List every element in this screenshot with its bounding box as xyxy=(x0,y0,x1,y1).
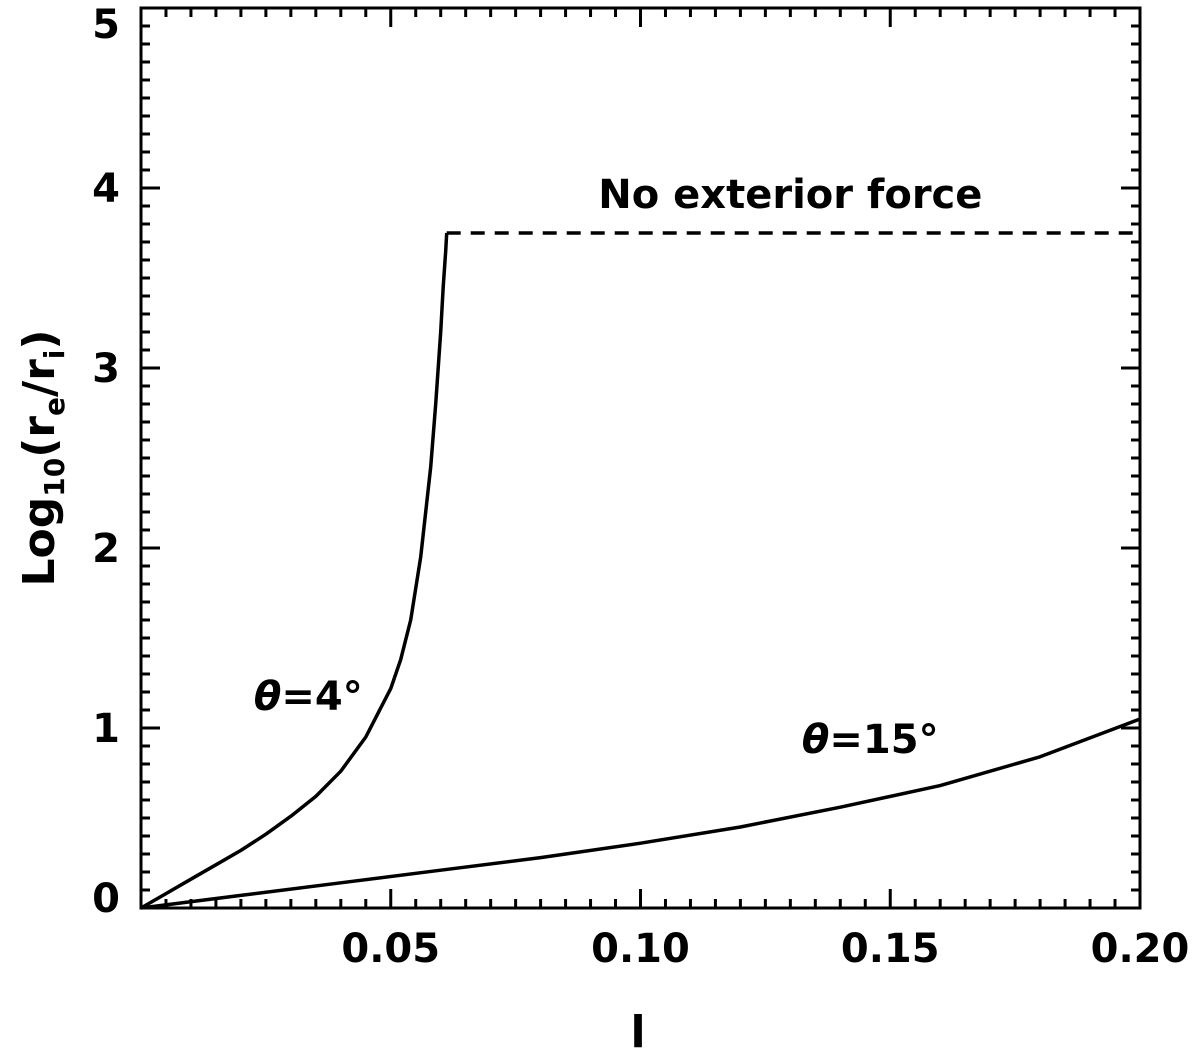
series-line-1 xyxy=(140,717,1141,910)
theta-symbol: θ xyxy=(254,674,281,720)
x-tick-label: 0.05 xyxy=(341,926,440,972)
annotation-label: No exterior force xyxy=(598,172,982,218)
y-tick-label: 0 xyxy=(92,876,120,922)
y-axis-label-sub10: 10 xyxy=(38,458,71,497)
y-axis-label-base: Log xyxy=(14,497,65,587)
y-tick-label: 5 xyxy=(92,2,120,48)
x-axis-label: l xyxy=(630,1007,645,1052)
y-tick-labels: 0 1 2 3 4 5 xyxy=(92,2,120,922)
x-tick-label: 0.20 xyxy=(1091,926,1190,972)
theta-symbol: θ xyxy=(802,717,829,763)
y-axis-label-sub-i: i xyxy=(38,350,71,360)
y-tick-label: 4 xyxy=(92,166,120,212)
y-axis-label-mid: /r xyxy=(14,359,65,397)
y-axis-label-open: (r xyxy=(14,416,65,458)
x-tick-label: 0.10 xyxy=(591,926,690,972)
y-axis-label-close: ) xyxy=(14,329,65,349)
x-tick-labels: 0.05 0.10 0.15 0.20 xyxy=(341,926,1189,972)
series-line-0 xyxy=(140,232,449,910)
annotation-label: θ=4° xyxy=(254,674,363,720)
annotation-value: =4° xyxy=(281,674,362,720)
axis-ticks xyxy=(141,6,1142,908)
y-tick-label: 1 xyxy=(92,706,120,752)
x-tick-label: 0.15 xyxy=(841,926,940,972)
y-axis-label: Log10(re/ri) xyxy=(14,329,71,586)
series-group xyxy=(140,231,1141,910)
y-tick-label: 3 xyxy=(92,346,120,392)
annotation-value: =15° xyxy=(829,717,938,763)
y-tick-label: 2 xyxy=(92,526,120,572)
annotation-label: θ=15° xyxy=(802,717,939,763)
y-axis-label-sub-e: e xyxy=(38,397,71,416)
